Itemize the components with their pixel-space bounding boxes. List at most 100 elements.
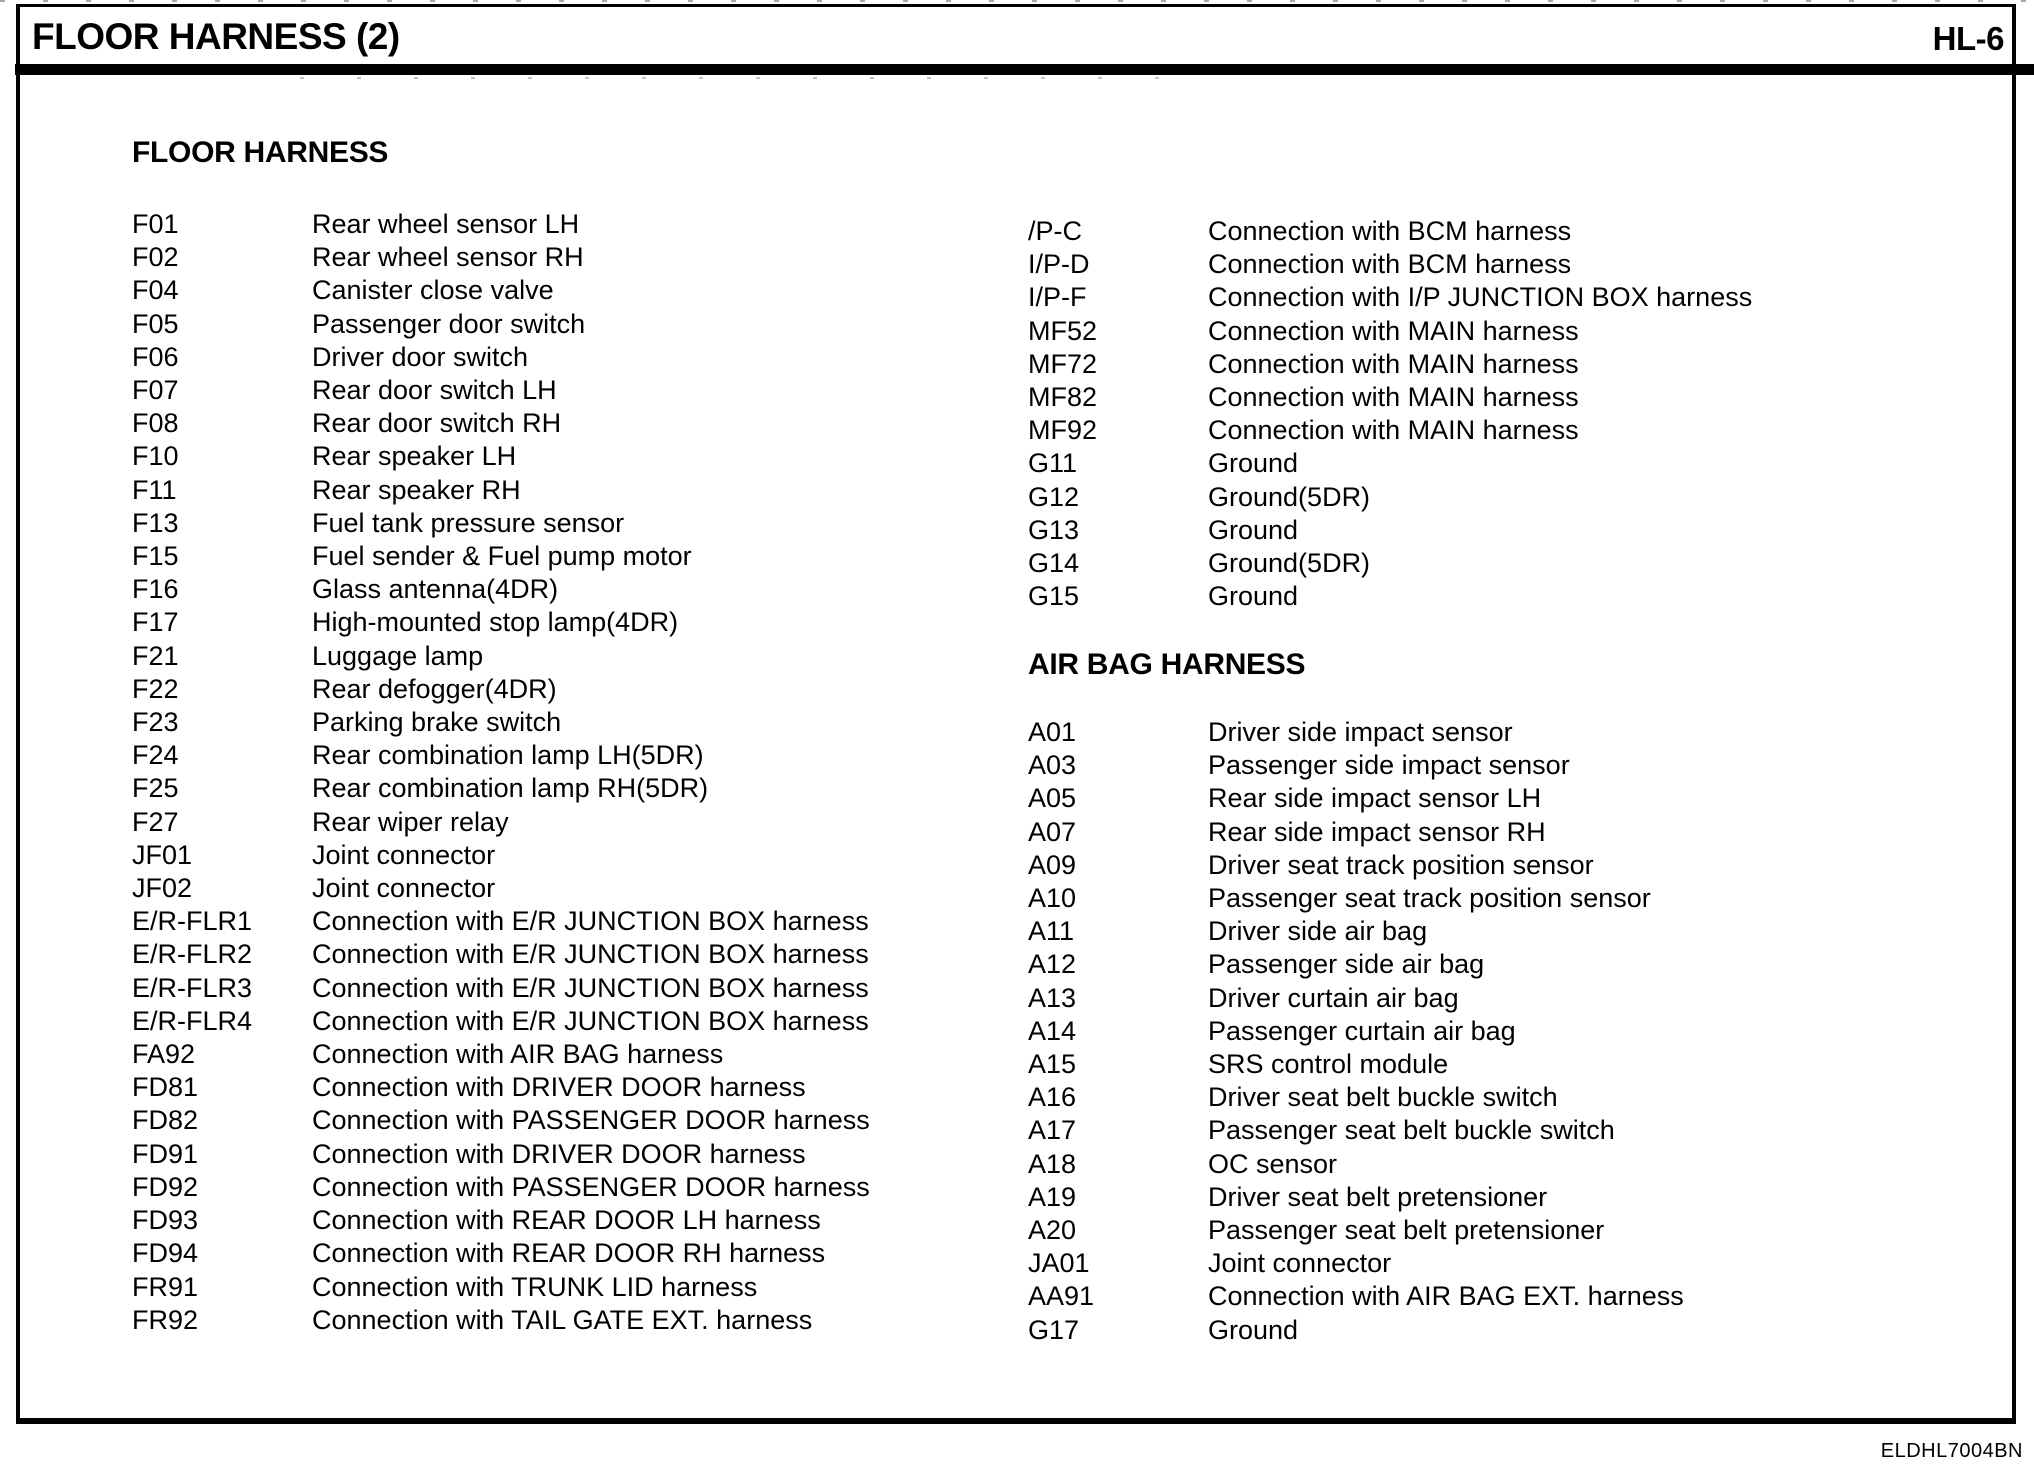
- connector-description: Connection with AIR BAG EXT. harness: [1208, 1281, 1684, 1312]
- connector-code: A11: [1028, 916, 1075, 947]
- connector-description: Joint connector: [312, 873, 496, 904]
- connector-description: Connection with BCM harness: [1208, 216, 1572, 246]
- connector-description: Ground: [1208, 1314, 1299, 1345]
- connector-code: G17: [1028, 1314, 1080, 1345]
- connector-code: F06: [132, 341, 179, 372]
- connector-code: E/R-FLR1: [132, 906, 253, 937]
- connector-description: Driver seat belt buckle switch: [1208, 1082, 1558, 1113]
- connector-description: Rear side impact sensor LH: [1208, 783, 1542, 814]
- connector-row: /P-C Connection with BCM harness: [1028, 215, 1752, 248]
- connector-row: I/P-D Connection with BCM harness: [1028, 248, 1752, 281]
- connector-description: Rear combination lamp LH(5DR): [312, 740, 704, 771]
- connector-code: F15: [132, 541, 179, 572]
- connector-description: Ground: [1208, 514, 1299, 545]
- connector-code: JF02: [132, 873, 193, 904]
- connector-row: FD81 Connection with DRIVER DOOR harness: [132, 1071, 870, 1104]
- connector-description: Connection with E/R JUNCTION BOX harness: [312, 906, 869, 937]
- connector-row: F17 High-mounted stop lamp(4DR): [132, 606, 870, 639]
- connector-description: Connection with REAR DOOR RH harness: [312, 1238, 826, 1269]
- connector-description: Connection with TAIL GATE EXT. harness: [312, 1304, 813, 1335]
- connector-row: E/R-FLR3 Connection with E/R JUNCTION BO…: [132, 972, 870, 1005]
- connector-description: SRS control module: [1208, 1049, 1449, 1080]
- connector-description: Connection with MAIN harness: [1208, 348, 1579, 379]
- connector-row: FD92 Connection with PASSENGER DOOR harn…: [132, 1171, 870, 1204]
- connector-code: A01: [1028, 717, 1077, 747]
- connector-code: G14: [1028, 548, 1080, 579]
- connector-code: JF01: [132, 839, 193, 870]
- connector-code: F25: [132, 773, 179, 804]
- connector-description: Rear combination lamp RH(5DR): [312, 773, 709, 804]
- connector-description: Canister close valve: [312, 275, 554, 306]
- connector-description: Rear door switch LH: [312, 375, 557, 406]
- connector-row: G12 Ground(5DR): [1028, 481, 1752, 514]
- connector-code: F01: [132, 209, 179, 239]
- connector-code: A20: [1028, 1215, 1077, 1246]
- connector-code: A03: [1028, 750, 1077, 781]
- floor-harness-connector-list-continued: /P-C Connection with BCM harness I/P-D C…: [1028, 215, 1752, 613]
- connector-description: Driver side air bag: [1208, 916, 1428, 947]
- connector-code: A05: [1028, 783, 1077, 814]
- connector-row: A12 Passenger side air bag: [1028, 948, 1684, 981]
- connector-row: A14 Passenger curtain air bag: [1028, 1015, 1684, 1048]
- connector-description: Rear wheel sensor LH: [312, 209, 580, 239]
- connector-row: F04 Canister close valve: [132, 274, 870, 307]
- connector-code: MF52: [1028, 315, 1098, 346]
- connector-description: Connection with E/R JUNCTION BOX harness: [312, 939, 869, 970]
- connector-code: A16: [1028, 1082, 1077, 1113]
- connector-row: F07 Rear door switch LH: [132, 374, 870, 407]
- connector-description: Connection with MAIN harness: [1208, 382, 1579, 413]
- connector-description: Driver curtain air bag: [1208, 982, 1459, 1013]
- connector-code: FD94: [132, 1238, 199, 1269]
- connector-description: Connection with E/R JUNCTION BOX harness: [312, 972, 869, 1003]
- connector-description: OC sensor: [1208, 1148, 1338, 1179]
- connector-description: Driver seat belt pretensioner: [1208, 1181, 1548, 1212]
- connector-row: AA91 Connection with AIR BAG EXT. harnes…: [1028, 1280, 1684, 1313]
- connector-description: Passenger seat track position sensor: [1208, 883, 1651, 914]
- connector-description: High-mounted stop lamp(4DR): [312, 607, 679, 638]
- connector-description: Rear speaker LH: [312, 441, 517, 472]
- connector-code: F10: [132, 441, 179, 472]
- connector-row: A11 Driver side air bag: [1028, 915, 1684, 948]
- scan-artifact-rule-edge: [300, 77, 1200, 79]
- connector-code: F16: [132, 574, 179, 605]
- connector-code: FD92: [132, 1171, 199, 1202]
- page-border-bottom: [16, 1418, 2016, 1424]
- connector-description: Luggage lamp: [312, 640, 484, 671]
- connector-row: A10 Passenger seat track position sensor: [1028, 882, 1684, 915]
- connector-row: G13 Ground: [1028, 514, 1752, 547]
- connector-description: Rear speaker RH: [312, 474, 521, 505]
- connector-row: FR92 Connection with TAIL GATE EXT. harn…: [132, 1304, 870, 1337]
- connector-description: Connection with REAR DOOR LH harness: [312, 1205, 821, 1236]
- connector-row: F06 Driver door switch: [132, 341, 870, 374]
- connector-description: Connection with TRUNK LID harness: [312, 1271, 758, 1302]
- connector-code: F17: [132, 607, 179, 638]
- connector-row: F22 Rear defogger(4DR): [132, 673, 870, 706]
- connector-row: A07 Rear side impact sensor RH: [1028, 816, 1684, 849]
- connector-code: G13: [1028, 514, 1080, 545]
- connector-row: FD93 Connection with REAR DOOR LH harnes…: [132, 1204, 870, 1237]
- connector-row: A09 Driver seat track position sensor: [1028, 849, 1684, 882]
- connector-code: FD93: [132, 1205, 199, 1236]
- connector-row: F23 Parking brake switch: [132, 706, 870, 739]
- connector-row: FA92 Connection with AIR BAG harness: [132, 1038, 870, 1071]
- connector-code: F21: [132, 640, 179, 671]
- connector-code: E/R-FLR4: [132, 1005, 253, 1036]
- connector-description: Connection with PASSENGER DOOR harness: [312, 1171, 870, 1202]
- connector-row: G11 Ground: [1028, 447, 1752, 480]
- connector-row: A13 Driver curtain air bag: [1028, 982, 1684, 1015]
- connector-row: FD94 Connection with REAR DOOR RH harnes…: [132, 1237, 870, 1270]
- connector-code: F27: [132, 806, 179, 837]
- document-footer-code: ELDHL7004BN: [1880, 1440, 2023, 1462]
- connector-row: A05 Rear side impact sensor LH: [1028, 782, 1684, 815]
- connector-code: F23: [132, 707, 179, 738]
- connector-row: A20 Passenger seat belt pretensioner: [1028, 1214, 1684, 1247]
- connector-description: Passenger curtain air bag: [1208, 1015, 1516, 1046]
- connector-row: E/R-FLR1 Connection with E/R JUNCTION BO…: [132, 905, 870, 938]
- connector-row: A16 Driver seat belt buckle switch: [1028, 1081, 1684, 1114]
- connector-row: I/P-F Connection with I/P JUNCTION BOX h…: [1028, 281, 1752, 314]
- connector-description: Joint connector: [312, 839, 496, 870]
- connector-row: F08 Rear door switch RH: [132, 407, 870, 440]
- connector-row: G14 Ground(5DR): [1028, 547, 1752, 580]
- connector-code: F07: [132, 375, 179, 406]
- connector-description: Fuel sender & Fuel pump motor: [312, 541, 692, 572]
